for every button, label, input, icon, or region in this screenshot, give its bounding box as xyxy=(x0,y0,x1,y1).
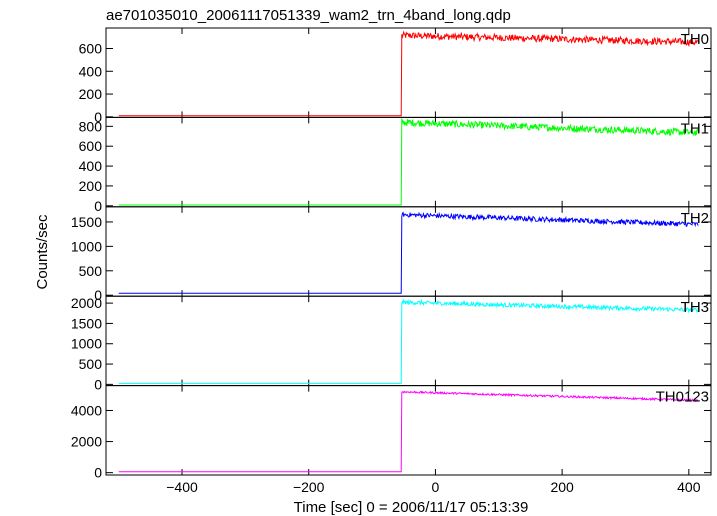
y-tick-label-th3: 1000 xyxy=(71,336,102,352)
x-tick-label: −200 xyxy=(293,479,325,495)
series-line-th0123 xyxy=(118,390,699,473)
panel-th0: 0 200 400 600 TH0 xyxy=(79,27,712,125)
y-tick-label-th0123: 4000 xyxy=(71,402,102,418)
x-tick-label: 200 xyxy=(550,479,574,495)
panel-label-th3: TH3 xyxy=(681,299,709,316)
series-line-th1 xyxy=(118,117,699,206)
x-tick-label: 400 xyxy=(677,479,701,495)
x-tick-label: 0 xyxy=(432,479,440,495)
chart-title: ae701035010_20061117051339_wam2_trn_4ban… xyxy=(106,7,511,24)
panel-frame-th0123 xyxy=(105,385,712,476)
panel-th2: 0 500 1000 1500 TH2 xyxy=(71,206,712,303)
y-tick-label-th0: 0 xyxy=(94,109,102,125)
y-tick-label-th1: 0 xyxy=(94,198,102,214)
y-tick-label-th3: 500 xyxy=(79,356,103,372)
panel-frame-th0 xyxy=(105,27,712,118)
y-tick-label-th0123: 0 xyxy=(94,465,102,481)
panel-label-th0: TH0 xyxy=(681,31,709,48)
panel-th0123: 0 2000 4000 TH0123 xyxy=(71,385,712,481)
y-tick-label-th0: 200 xyxy=(79,86,103,102)
series-line-th2 xyxy=(118,211,699,294)
y-tick-label-th1: 400 xyxy=(79,158,103,174)
panel-group: 0 200 400 600 TH0 0 200 400 600 800 TH1 0 500 1000 150… xyxy=(71,27,712,495)
x-axis-label: Time [sec] 0 = 2006/11/17 05:13:39 xyxy=(294,499,529,516)
y-tick-label-th1: 200 xyxy=(79,178,103,194)
y-tick-label-th3: 1500 xyxy=(71,315,102,331)
y-tick-label-th0: 400 xyxy=(79,63,103,79)
y-tick-label-th1: 600 xyxy=(79,138,103,154)
y-tick-label-th2: 1500 xyxy=(71,214,102,230)
series-line-th0 xyxy=(118,30,699,117)
y-tick-label-th2: 1000 xyxy=(71,238,102,254)
y-tick-label-th3: 2000 xyxy=(71,295,102,311)
panel-th1: 0 200 400 600 800 TH1 xyxy=(79,116,712,214)
panel-th3: 0 500 1000 1500 2000 TH3 xyxy=(71,295,712,392)
y-tick-label-th0123: 2000 xyxy=(71,434,102,450)
y-tick-label-th1: 800 xyxy=(79,118,103,134)
y-axis-label: Counts/sec xyxy=(34,214,51,290)
panel-label-th1: TH1 xyxy=(681,120,709,137)
y-tick-label-th0: 600 xyxy=(79,40,103,56)
panel-label-th0123: TH0123 xyxy=(656,389,709,406)
y-tick-label-th2: 500 xyxy=(79,263,103,279)
y-tick-label-th2: 0 xyxy=(94,287,102,303)
x-tick-label: −400 xyxy=(166,479,198,495)
series-line-th3 xyxy=(118,298,699,384)
y-tick-label-th3: 0 xyxy=(94,376,102,392)
panel-label-th2: TH2 xyxy=(681,210,709,227)
